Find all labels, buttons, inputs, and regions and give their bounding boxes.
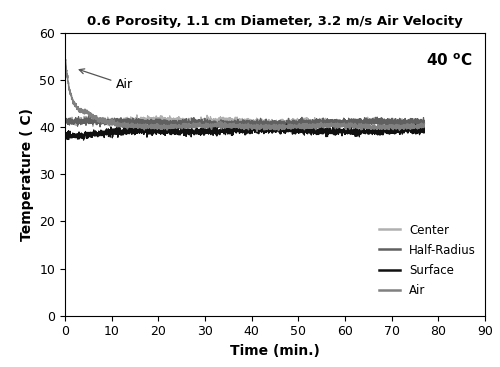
Center <box>422 120 428 124</box>
Center <box>134 113 140 117</box>
Text: 40 $\mathbf{^oC}$: 40 $\mathbf{^oC}$ <box>426 53 472 69</box>
Line: Air: Air <box>65 57 424 131</box>
Half-Radius <box>376 117 382 121</box>
Air <box>414 125 420 130</box>
Air <box>200 124 206 129</box>
Center <box>124 117 130 121</box>
Center <box>414 119 420 123</box>
Line: Surface: Surface <box>65 124 424 140</box>
Line: Half-Radius: Half-Radius <box>65 116 424 129</box>
Surface <box>376 131 382 135</box>
Half-Radius <box>422 121 428 125</box>
Center <box>216 120 222 124</box>
Half-Radius <box>124 119 130 123</box>
X-axis label: Time (min.): Time (min.) <box>230 344 320 358</box>
Half-Radius <box>414 117 420 121</box>
Air <box>103 121 109 125</box>
Surface <box>103 128 109 133</box>
Center <box>200 120 206 125</box>
Air <box>124 125 130 129</box>
Air <box>216 123 222 127</box>
Surface <box>414 130 420 134</box>
Half-Radius <box>200 123 206 127</box>
Air <box>422 121 428 126</box>
Air <box>254 129 260 134</box>
Text: Air: Air <box>79 69 134 91</box>
Half-Radius <box>103 119 109 123</box>
Surface <box>124 131 130 135</box>
Center <box>376 118 382 122</box>
Legend: Center, Half-Radius, Surface, Air: Center, Half-Radius, Surface, Air <box>374 219 481 302</box>
Surface <box>422 130 428 135</box>
Y-axis label: Temperature ( C): Temperature ( C) <box>20 108 34 241</box>
Surface <box>216 130 222 134</box>
Center <box>103 120 109 125</box>
Air <box>376 125 382 129</box>
Title: 0.6 Porosity, 1.1 cm Diameter, 3.2 m/s Air Velocity: 0.6 Porosity, 1.1 cm Diameter, 3.2 m/s A… <box>87 15 463 28</box>
Center <box>62 119 68 123</box>
Surface <box>62 127 68 131</box>
Surface <box>200 131 206 135</box>
Half-Radius <box>216 125 222 130</box>
Air <box>62 55 68 59</box>
Center <box>320 126 326 130</box>
Surface <box>80 138 86 142</box>
Surface <box>284 122 290 126</box>
Half-Radius <box>62 117 68 122</box>
Half-Radius <box>86 114 91 119</box>
Half-Radius <box>204 127 210 131</box>
Line: Center: Center <box>65 115 424 128</box>
